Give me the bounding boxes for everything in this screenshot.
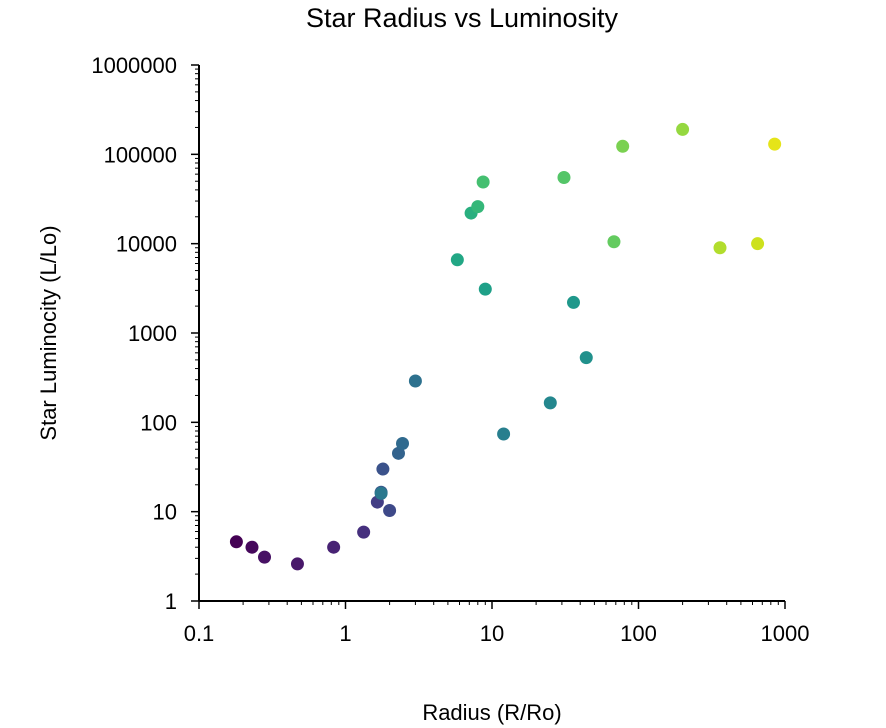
x-tick-label: 1 [339,621,351,646]
data-point [396,436,410,450]
data-point [478,282,492,296]
data-point [290,557,304,571]
data-point [374,486,388,500]
x-tick-label: 1000 [761,621,810,646]
y-tick-label: 100 [140,410,177,435]
data-point [408,374,422,388]
data-point [557,171,571,185]
y-tick-label: 10000 [116,232,177,257]
data-points [229,122,782,571]
x-axis-label: Radius (R/Ro) [422,700,561,725]
y-tick-label: 1000000 [91,53,177,78]
ticks: 0.1 1 10 100 1000 1 10 100 1000 10000 100000 100000… [91,53,809,646]
data-point [245,540,259,554]
data-point [450,253,464,267]
data-point [357,525,371,539]
data-point [376,462,390,476]
data-point [497,427,511,441]
data-point [383,504,397,518]
y-tick-label: 1 [165,589,177,614]
data-point [327,540,341,554]
data-point [607,235,621,249]
data-point [229,535,243,549]
y-tick-label: 100000 [104,142,177,167]
y-tick-label: 1000 [128,321,177,346]
data-point [579,351,593,365]
axes [198,65,785,602]
data-point [713,241,727,255]
data-point [616,139,630,153]
data-point [676,122,690,136]
data-point [566,295,580,309]
y-tick-label: 10 [153,500,177,525]
y-axis-label: Star Luminocity (L/Lo) [36,225,61,440]
x-tick-label: 0.1 [184,621,215,646]
data-point [768,137,782,151]
data-point [476,175,490,189]
x-tick-label: 10 [480,621,504,646]
x-tick-label: 100 [620,621,657,646]
data-point [751,237,765,251]
chart-title: Star Radius vs Luminosity [306,3,619,33]
data-point [391,446,405,460]
data-point [543,396,557,410]
data-point [471,200,485,214]
data-point [258,550,272,564]
